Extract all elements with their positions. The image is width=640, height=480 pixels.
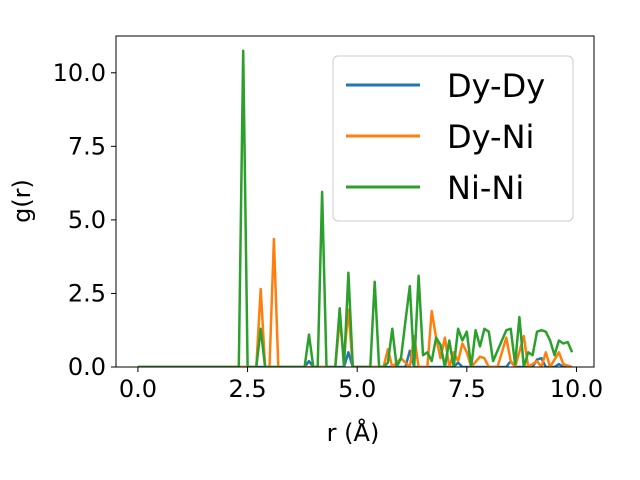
series-line-dy-ni xyxy=(137,237,573,367)
legend-label-dy-dy: Dy-Dy xyxy=(447,67,545,105)
series-line-dy-dy xyxy=(137,349,573,367)
y-tick-label: 0.0 xyxy=(68,353,106,381)
x-tick-label: 2.5 xyxy=(228,375,266,403)
y-axis-label: g(r) xyxy=(8,179,36,223)
legend-box xyxy=(332,55,574,222)
x-tick-label: 0.0 xyxy=(119,375,157,403)
x-axis: 0.0 2.5 5.0 7.5 10.0 xyxy=(119,367,603,403)
y-tick-label: 5.0 xyxy=(68,206,106,234)
series-layer xyxy=(137,49,574,367)
legend-label-dy-ni: Dy-Ni xyxy=(447,118,534,156)
legend: Dy-Dy Dy-Ni Ni-Ni xyxy=(332,55,574,222)
x-tick-label: 5.0 xyxy=(338,375,376,403)
plot-frame xyxy=(115,35,595,368)
series-line-ni-ni xyxy=(137,49,574,367)
y-axis: 0.0 2.5 5.0 7.5 10.0 xyxy=(53,59,116,381)
x-tick-label: 7.5 xyxy=(448,375,486,403)
y-tick-label: 10.0 xyxy=(53,59,106,87)
legend-label-ni-ni: Ni-Ni xyxy=(447,169,524,207)
x-axis-label: r (Å) xyxy=(327,418,380,447)
x-tick-label: 10.0 xyxy=(550,375,603,403)
y-tick-label: 7.5 xyxy=(68,132,106,160)
y-tick-label: 2.5 xyxy=(68,279,106,307)
